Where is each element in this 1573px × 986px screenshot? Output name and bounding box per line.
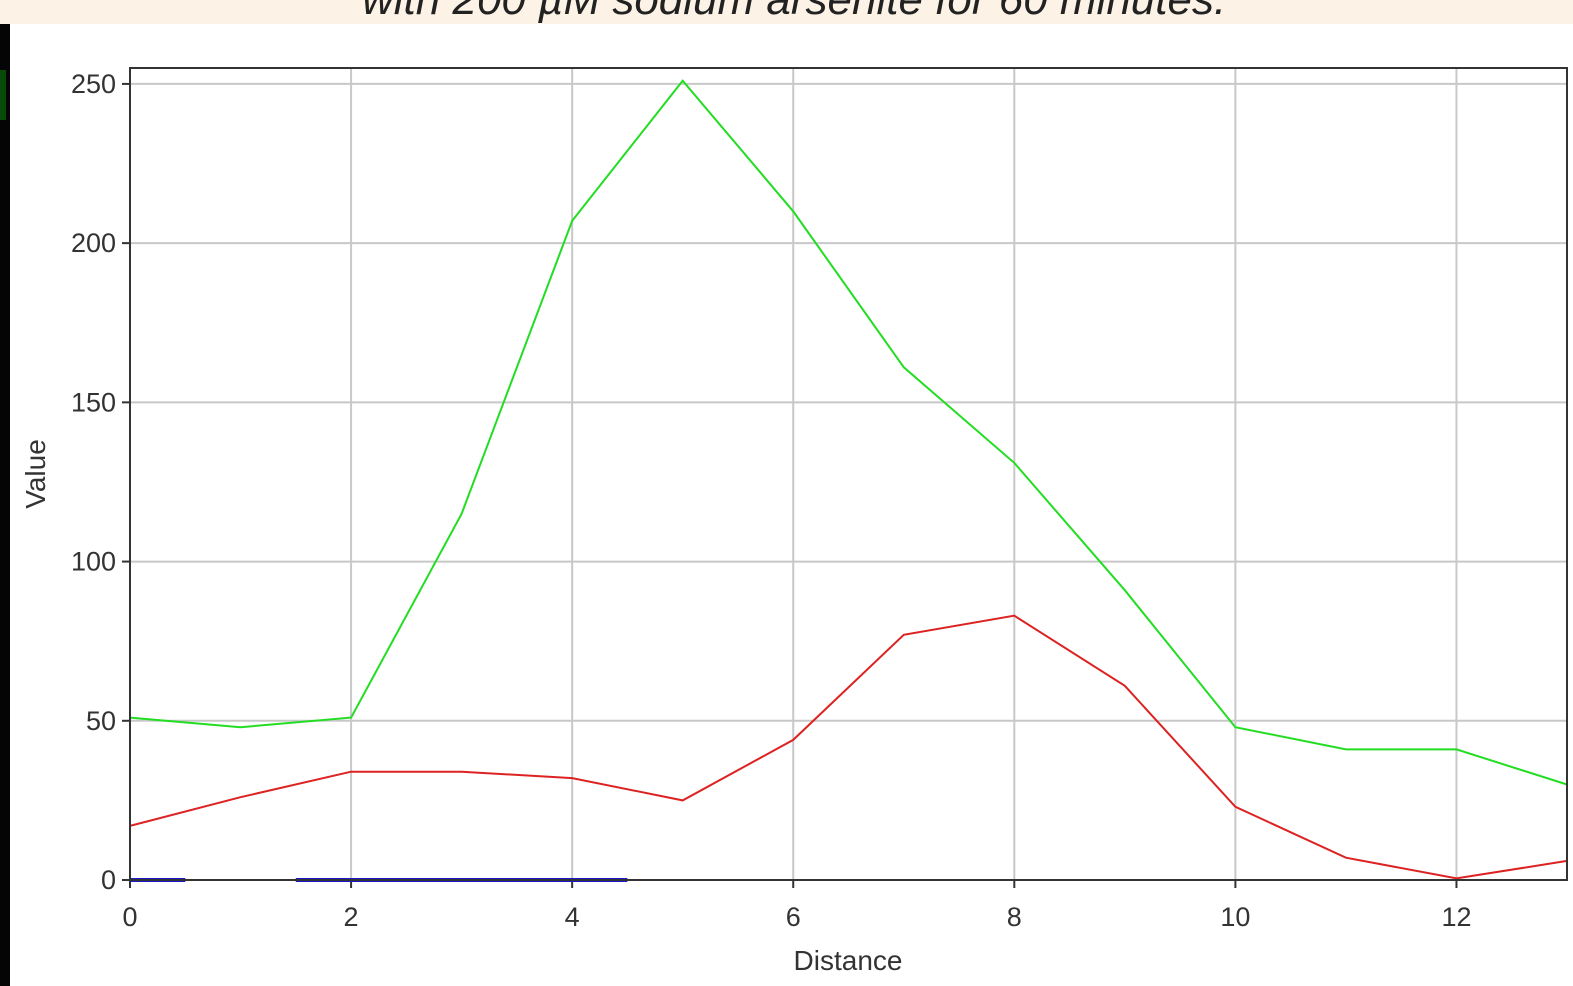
y-axis-label: Value [20,439,51,509]
x-tick-label: 2 [344,902,359,932]
chart-title: with 200 µM sodium arsenite for 60 minut… [362,0,1226,24]
y-tick-label: 200 [71,228,116,258]
x-tick-label: 0 [122,902,137,932]
x-tick-label: 6 [786,902,801,932]
plot-area [130,68,1567,880]
chart: with 200 µM sodium arsenite for 60 minut… [0,0,1573,986]
x-tick-label: 4 [565,902,580,932]
x-axis-label: Distance [794,945,903,976]
image-edge [0,24,10,986]
x-tick-label: 8 [1007,902,1022,932]
y-tick-label: 50 [86,706,116,736]
y-tick-label: 250 [71,69,116,99]
y-tick-label: 0 [101,865,116,895]
x-tick-label: 10 [1220,902,1250,932]
y-tick-label: 150 [71,387,116,417]
image-edge-glow [0,70,6,120]
x-tick-label: 12 [1441,902,1471,932]
y-tick-label: 100 [71,547,116,577]
